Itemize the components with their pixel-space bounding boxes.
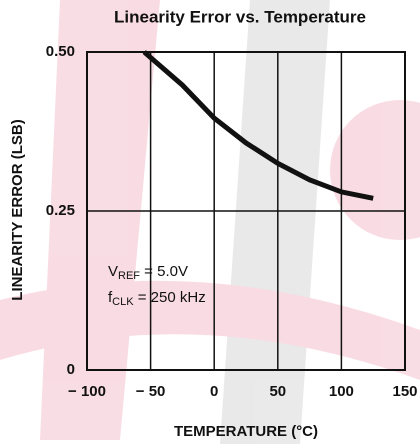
annotation-rest: = 5.0V xyxy=(140,263,188,280)
y-tick-label: 0.50 xyxy=(46,43,75,60)
x-axis-label: TEMPERATURE (°C) xyxy=(174,423,318,440)
x-tick-label: 50 xyxy=(269,383,286,400)
x-tick-label: 150 xyxy=(392,383,417,400)
y-axis-label: LINEARITY ERROR (LSB) xyxy=(9,119,26,300)
line xyxy=(142,50,374,201)
chart-title: Linearity Error vs. Temperature xyxy=(114,7,366,26)
annotation-subscript: CLK xyxy=(112,296,134,308)
annotation-main: V xyxy=(108,263,118,280)
annotation-main: f xyxy=(108,289,113,306)
annotation-subscript: REF xyxy=(118,270,140,282)
annotation: VREF = 5.0V xyxy=(108,263,188,282)
x-tick-label: 0 xyxy=(210,383,218,400)
y-tick-label: 0 xyxy=(67,361,75,378)
y-tick-label: 0.25 xyxy=(46,202,75,219)
x-tick-label: − 50 xyxy=(136,383,166,400)
x-tick-label: − 100 xyxy=(68,383,106,400)
annotation: fCLK = 250 kHz xyxy=(108,289,206,308)
x-tick-label: 100 xyxy=(329,383,354,400)
plot-frame xyxy=(86,51,406,371)
annotation-rest: = 250 kHz xyxy=(134,289,206,306)
